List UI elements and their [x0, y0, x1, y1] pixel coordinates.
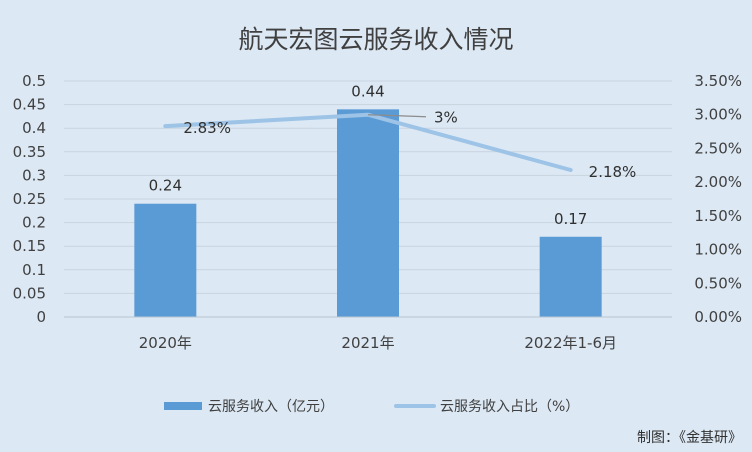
bar [134, 203, 197, 317]
line-data-label: 2.83% [183, 119, 231, 137]
legend-bar-label: 云服务收入（亿元） [208, 399, 334, 415]
y-right-tick-label: 2.00% [694, 173, 742, 191]
bar-data-label: 0.24 [149, 177, 182, 195]
bar [337, 109, 399, 317]
bar [539, 236, 602, 317]
y-left-tick-label: 0.15 [13, 237, 46, 255]
x-tick-label: 2020年 [139, 334, 192, 352]
line-data-label: 2.18% [589, 163, 637, 181]
data-labels: 0.24 0.44 0.17 2.83% 3% 2.18% [149, 82, 637, 227]
bar-series [134, 109, 602, 317]
line-data-label: 3% [434, 109, 458, 127]
y-left-tick-label: 0.45 [13, 96, 46, 114]
y-left-tick-label: 0.25 [13, 190, 46, 208]
x-tick-label: 2022年1-6月 [524, 334, 617, 352]
y-left-tick-label: 0.2 [22, 214, 46, 232]
y-right-tick-label: 3.00% [694, 106, 742, 124]
legend-line-label: 云服务收入占比（%） [440, 399, 579, 415]
y-left-tick-label: 0.3 [22, 166, 46, 184]
y-right-tick-label: 1.50% [694, 207, 742, 225]
y-right-tick-label: 0.50% [694, 274, 742, 292]
y-right-tick-label: 2.50% [694, 139, 742, 157]
legend-swatch-bar [164, 402, 202, 410]
y-right-tick-label: 1.00% [694, 241, 742, 259]
leader-line [367, 114, 427, 118]
y-left-tick-label: 0 [36, 308, 46, 326]
legend: 云服务收入（亿元） 云服务收入占比（%） [164, 399, 579, 415]
x-tick-label: 2021年 [341, 334, 394, 352]
axes: 0 0.05 0.1 0.15 0.2 0.25 0.3 0.35 0.4 0.45 0.5 0.00… [13, 72, 742, 352]
y-right-tick-label: 3.50% [694, 72, 742, 90]
credit-text: 制图：《金基研》 [637, 429, 742, 446]
chart-title: 航天宏图云服务收入情况 [238, 25, 513, 54]
y-left-tick-label: 0.5 [22, 72, 46, 90]
y-left-tick-label: 0.1 [22, 261, 46, 279]
bar-data-label: 0.17 [554, 210, 587, 228]
y-left-tick-label: 0.4 [22, 119, 46, 137]
bar-data-label: 0.44 [351, 82, 384, 100]
y-left-tick-label: 0.35 [13, 143, 46, 161]
y-left-tick-label: 0.05 [13, 284, 46, 302]
y-right-tick-label: 0.00% [694, 308, 742, 326]
